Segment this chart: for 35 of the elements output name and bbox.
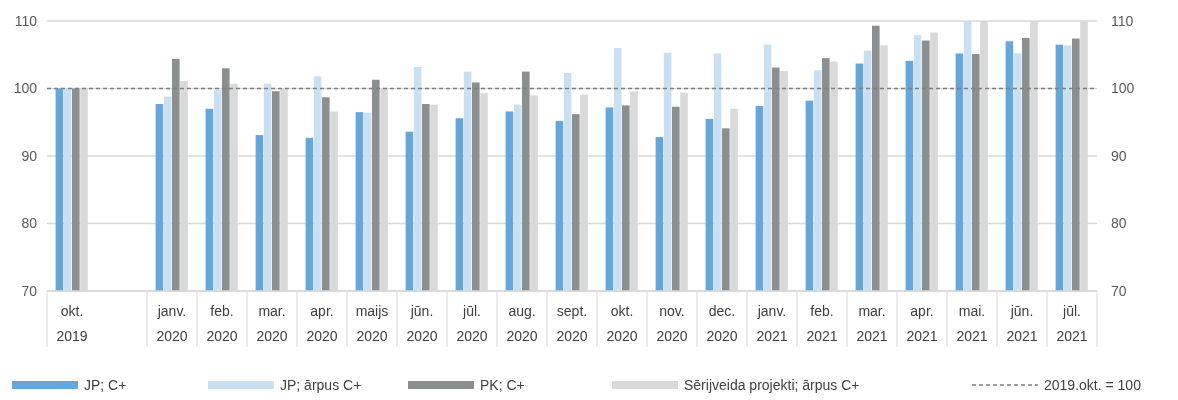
x-tick-label: janv. 2021: [756, 303, 788, 344]
x-tick-label: dec. 2020: [706, 303, 738, 344]
x-tick-label: mar. 2021: [856, 303, 888, 344]
x-tick-label: feb. 2021: [806, 303, 838, 344]
y-tick-label: 70: [21, 282, 38, 299]
x-tick-label: jūn. 2021: [1006, 303, 1038, 344]
x-tick-label: mai. 2021: [956, 303, 988, 344]
y-tick-label: 110: [14, 12, 38, 29]
x-tick-label: janv. 2020: [156, 303, 188, 344]
x-tick-label: mar. 2020: [256, 303, 288, 344]
legend-label: JP; ārpus C+: [280, 377, 362, 393]
y2-tick-label: 70: [1111, 282, 1127, 299]
x-tick-label: feb. 2020: [206, 303, 238, 344]
y2-tick-label: 90: [1111, 147, 1127, 164]
x-tick-label: jūn. 2020: [406, 303, 438, 344]
legend-label: PK; C+: [480, 377, 525, 393]
legend-label: JP; C+: [84, 377, 127, 393]
x-tick-label: okt. 2020: [606, 303, 638, 344]
y-tick-label: 80: [21, 215, 38, 232]
y2-tick-label: 80: [1111, 215, 1127, 232]
x-tick-label: jūl. 2020: [456, 303, 488, 344]
legend-label: 2019.okt. = 100: [1044, 377, 1142, 393]
y-tick-label: 100: [13, 80, 38, 97]
x-tick-label: maijs 2020: [355, 303, 389, 344]
x-tick-label: aug. 2020: [506, 303, 538, 344]
y2-tick-label: 100: [1111, 80, 1135, 97]
x-tick-label: okt. 2019: [56, 303, 88, 344]
x-tick-label: jūl. 2021: [1056, 303, 1088, 344]
x-tick-label: sept. 2020: [556, 303, 588, 344]
legend-label: Sērijveida projekti; ārpus C+: [684, 377, 860, 393]
x-tick-label: apr. 2021: [906, 303, 938, 344]
x-tick-label: nov. 2020: [656, 303, 688, 344]
y2-tick-label: 110: [1111, 12, 1134, 29]
y-tick-label: 90: [21, 147, 38, 164]
x-tick-label: apr. 2020: [306, 303, 338, 344]
